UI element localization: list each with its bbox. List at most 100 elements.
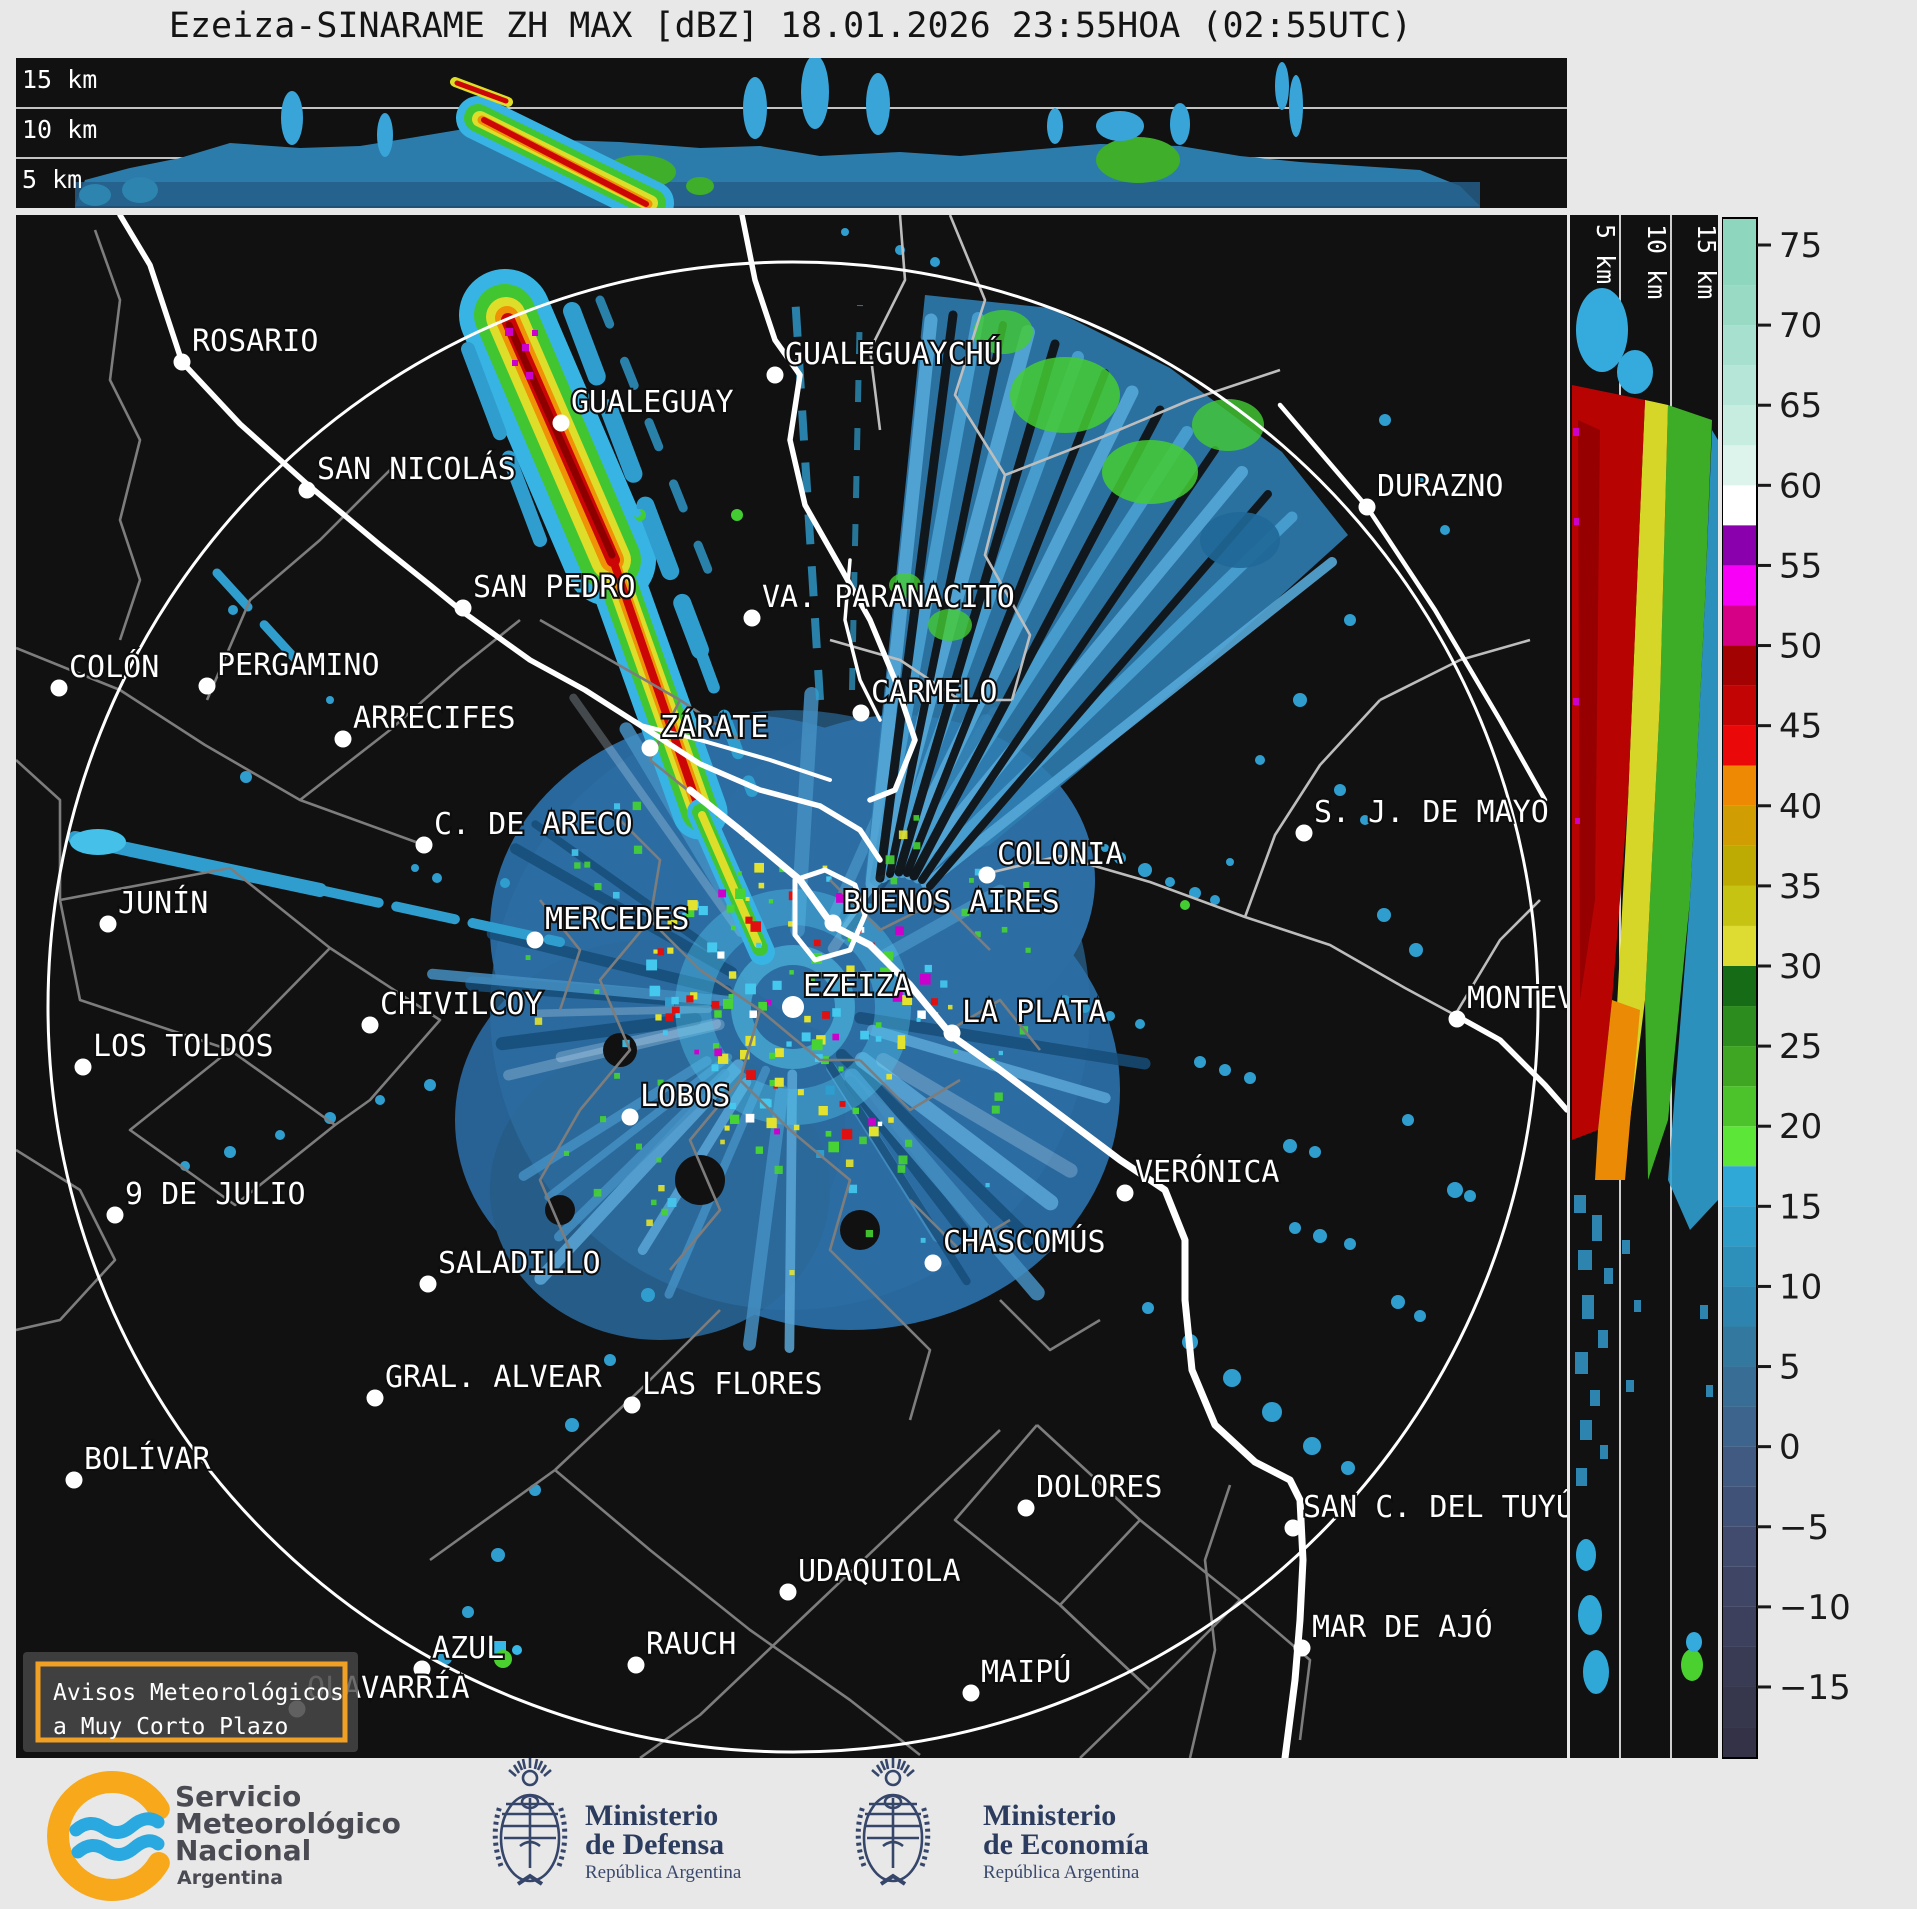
city-label: VERÓNICA xyxy=(1135,1153,1280,1190)
city-marker-maip-: MAIPÚ xyxy=(962,1651,1073,1702)
top-panel-10km-label: 10 km xyxy=(22,115,97,144)
city-dot xyxy=(924,1254,942,1272)
right-panel-15km-label: 15 km xyxy=(1692,224,1718,299)
city-dot xyxy=(621,1108,639,1126)
city-dot xyxy=(766,366,784,384)
city-dot xyxy=(978,866,996,884)
city-label: PERGAMINO xyxy=(217,648,380,683)
smn-name-line4: Argentina xyxy=(177,1867,283,1889)
city-marker-los-toldos: LOS TOLDOS xyxy=(74,1027,276,1076)
city-dot xyxy=(943,1024,961,1042)
city-label: DURAZNO xyxy=(1377,469,1503,504)
city-marker-lobos: LOBOS xyxy=(621,1077,732,1126)
city-dot xyxy=(852,704,870,722)
colorbar-tick-label: 25 xyxy=(1779,1027,1822,1067)
colorbar-tick-label: 0 xyxy=(1779,1428,1801,1468)
city-marker-9-de-julio: 9 DE JULIO xyxy=(106,1175,308,1224)
city-label: MAR DE AJÓ xyxy=(1312,1608,1493,1645)
city-marker-las-flores: LAS FLORES xyxy=(623,1365,825,1414)
city-markers: ROSARIO GUALEGUAYCHÚ GUALEGUAY SAN NICOLÁS D… xyxy=(50,322,1567,1718)
city-marker-gral-alvear: GRAL. ALVEAR xyxy=(366,1358,605,1407)
rivers-and-coast xyxy=(117,215,1567,1758)
city-label: JUNÍN xyxy=(118,885,208,921)
colorbar-tick-label: 65 xyxy=(1779,386,1822,426)
city-dot xyxy=(106,1206,124,1224)
economia-line1: Ministerio xyxy=(983,1799,1116,1832)
svg-text:Avisos Meteorológicos: Avisos Meteorológicos a Muy Corto Plazo xyxy=(53,1680,358,1740)
city-dot xyxy=(65,1471,83,1489)
city-marker-azul: AZUL xyxy=(413,1629,506,1678)
city-label: UDAQUIOLA xyxy=(798,1554,961,1589)
economia-logo xyxy=(858,1758,928,1884)
warning-box[interactable]: Avisos Meteorológicos a Muy Corto Plazo xyxy=(23,1652,358,1752)
city-marker-san-pedro: SAN PEDRO xyxy=(454,568,638,617)
right-panel-10km-label: 10 km xyxy=(1642,224,1671,299)
city-label: ARRECIFES xyxy=(353,701,516,736)
city-dot xyxy=(99,915,117,933)
colorbar-tick-label: −10 xyxy=(1779,1588,1851,1628)
city-label: BOLÍVAR xyxy=(84,1441,211,1477)
colorbar-tick-label: 60 xyxy=(1779,466,1822,506)
city-marker-bol-var: BOLÍVAR xyxy=(65,1439,213,1489)
city-label: S. J. DE MAYO xyxy=(1314,795,1549,830)
city-marker-durazno: DURAZNO xyxy=(1358,467,1505,516)
city-label: MAIPÚ xyxy=(981,1653,1071,1690)
city-marker-mar-de-aj-: MAR DE AJÓ xyxy=(1293,1606,1495,1657)
defensa-line3: República Argentina xyxy=(585,1862,742,1883)
city-dot xyxy=(1448,1010,1466,1028)
city-dot xyxy=(413,1660,431,1678)
city-marker-gualeguay: GUALEGUAY xyxy=(552,383,736,432)
city-dot xyxy=(198,677,216,695)
colorbar-segments xyxy=(1722,218,1757,1758)
city-label: COLÓN xyxy=(69,648,159,685)
city-dot xyxy=(419,1275,437,1293)
city-dot xyxy=(74,1058,92,1076)
defensa-line2: de Defensa xyxy=(585,1828,724,1861)
warning-box-line1: Avisos Meteorológicos xyxy=(53,1680,344,1706)
city-dot xyxy=(1284,1519,1302,1537)
city-marker-jun-n: JUNÍN xyxy=(99,883,210,933)
city-marker-gualeguaych-: GUALEGUAYCHÚ xyxy=(766,333,1004,384)
colorbar-tick-label: 50 xyxy=(1779,627,1822,667)
city-label: RAUCH xyxy=(646,1627,736,1662)
city-marker-mercedes: MERCEDES xyxy=(526,900,692,949)
city-dot xyxy=(1017,1499,1035,1517)
city-dot xyxy=(415,836,433,854)
city-marker-buenos-aires: BUENOS AIRES xyxy=(824,883,1062,932)
admin-boundaries xyxy=(16,215,1541,1758)
city-dot xyxy=(334,730,352,748)
city-dot xyxy=(366,1389,384,1407)
city-label: VA. PARANACITO xyxy=(762,580,1015,615)
smn-name-line1: Servicio xyxy=(175,1780,301,1813)
economia-line3: República Argentina xyxy=(983,1862,1140,1883)
city-marker-arrecifes: ARRECIFES xyxy=(334,699,518,748)
top-panel-15km-label: 15 km xyxy=(22,65,97,94)
city-label: CHASCOMÚS xyxy=(943,1223,1106,1260)
city-marker-chascom-s: CHASCOMÚS xyxy=(924,1221,1108,1272)
city-label: AZUL xyxy=(432,1631,504,1666)
defensa-line1: Ministerio xyxy=(585,1799,718,1832)
page-title: Ezeiza-SINARAME ZH MAX [dBZ] 18.01.2026 … xyxy=(168,6,1413,46)
city-label: LA PLATA xyxy=(962,995,1107,1030)
city-marker-san-nicol-s: SAN NICOLÁS xyxy=(298,449,518,499)
city-dot xyxy=(298,481,316,499)
smn-name-line2: Meteorológico xyxy=(175,1807,401,1840)
city-label: LOBOS xyxy=(640,1079,730,1114)
top-panel-echoes xyxy=(75,58,1480,208)
city-dot xyxy=(641,739,659,757)
colorbar-tick-label: 35 xyxy=(1779,867,1822,907)
radar-echo-field xyxy=(68,228,1476,1668)
city-label: DOLORES xyxy=(1036,1470,1162,1505)
footer: Servicio Meteorológico Nacional Argentin… xyxy=(47,1758,1149,1901)
city-marker-c-de-areco: C. DE ARECO xyxy=(415,805,635,854)
city-dot xyxy=(962,1684,980,1702)
city-marker-ver-nica: VERÓNICA xyxy=(1116,1151,1282,1202)
city-dot xyxy=(552,414,570,432)
city-marker-montevideo: MONTEVIDEO xyxy=(1448,979,1567,1028)
city-label: LOS TOLDOS xyxy=(93,1029,274,1064)
colorbar-tick-label: 55 xyxy=(1779,546,1822,586)
colorbar-tick-label: 5 xyxy=(1779,1348,1801,1388)
city-dot xyxy=(1116,1184,1134,1202)
right-panel-echoes xyxy=(1572,288,1718,1694)
